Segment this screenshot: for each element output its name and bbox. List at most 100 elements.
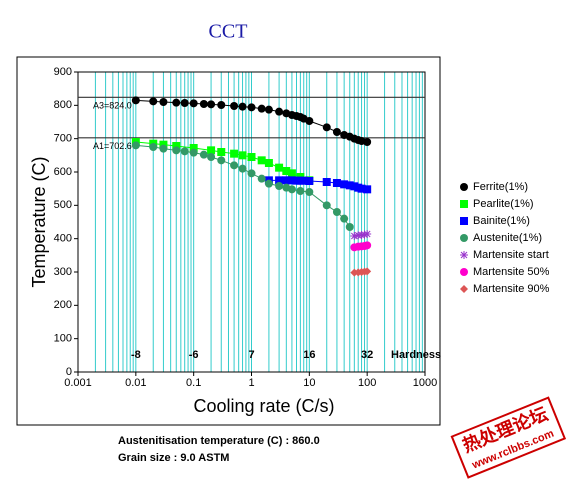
marker	[345, 223, 354, 231]
legend-marker	[460, 183, 468, 191]
x-tick-label: 10	[303, 377, 315, 389]
watermark-border	[450, 396, 567, 479]
marker	[207, 153, 216, 161]
marker	[149, 143, 158, 151]
chart-frame	[16, 56, 441, 426]
marker	[149, 97, 158, 106]
legend-marker	[460, 251, 468, 259]
marker	[180, 99, 189, 107]
marker	[282, 167, 291, 175]
marker	[363, 185, 372, 194]
hardness-label: 32	[361, 349, 373, 361]
legend-label: Martensite 50%	[473, 266, 550, 278]
marker	[199, 100, 208, 108]
marker	[299, 176, 308, 185]
legend-marker	[460, 217, 468, 225]
marker	[264, 159, 273, 167]
legend-label: Austenite(1%)	[473, 232, 542, 244]
legend-marker	[460, 200, 468, 208]
marker	[332, 208, 341, 216]
marker	[247, 103, 256, 112]
hardness-label: -6	[189, 349, 199, 361]
x-tick-label: 100	[358, 377, 376, 389]
marker	[159, 144, 168, 153]
marker	[189, 99, 198, 108]
marker	[340, 214, 349, 223]
marker	[305, 177, 314, 185]
marker	[172, 146, 181, 155]
marker	[207, 146, 216, 155]
marker	[282, 176, 291, 185]
y-tick-label: 600	[54, 166, 72, 178]
x-tick-label: 1000	[413, 377, 437, 389]
legend-label: Bainite(1%)	[473, 215, 530, 227]
marker	[264, 179, 273, 188]
plot-area	[77, 71, 426, 373]
marker	[363, 138, 372, 146]
marker	[257, 104, 266, 113]
legend-label: Martensite 90%	[473, 283, 550, 295]
marker	[238, 164, 247, 173]
hardness-label: 16	[303, 349, 315, 361]
y-tick-label: 300	[54, 266, 72, 278]
y-tick-label: 0	[66, 366, 72, 378]
marker	[230, 161, 239, 170]
marker	[322, 178, 331, 186]
reference-label: A1=702.6	[93, 141, 132, 151]
marker	[360, 230, 369, 239]
marker	[264, 105, 273, 114]
marker	[322, 123, 331, 132]
marker	[247, 169, 256, 178]
x-axis-label: Cooling rate (C/s)	[193, 396, 334, 416]
marker	[275, 176, 284, 185]
marker	[332, 179, 341, 187]
legend-marker	[460, 285, 468, 293]
y-tick-label: 900	[54, 66, 72, 78]
x-tick-label: 0.1	[186, 377, 201, 389]
y-tick-label: 800	[54, 99, 72, 111]
chart-title: CCT	[209, 21, 248, 43]
marker	[247, 153, 256, 161]
marker	[189, 148, 198, 157]
marker	[287, 185, 296, 194]
x-tick-label: 0.01	[125, 377, 146, 389]
marker	[340, 180, 349, 189]
y-tick-label: 500	[54, 199, 72, 211]
marker	[363, 241, 372, 250]
marker	[207, 100, 216, 109]
marker	[230, 102, 239, 110]
marker	[275, 182, 284, 190]
hardness-title: Hardness	[391, 349, 441, 361]
marker	[189, 144, 198, 152]
legend-marker	[460, 234, 468, 242]
marker	[275, 107, 284, 116]
marker	[350, 232, 359, 240]
marker	[172, 142, 181, 150]
x-tick-label: 1	[248, 377, 254, 389]
y-axis-label: Temperature (C)	[29, 156, 49, 287]
y-tick-label: 700	[54, 133, 72, 145]
marker	[217, 156, 226, 165]
marker	[296, 187, 305, 195]
marker	[238, 151, 247, 160]
y-tick-label: 100	[54, 333, 72, 345]
legend-label: Pearlite(1%)	[473, 198, 534, 210]
marker	[159, 98, 168, 106]
marker	[275, 163, 284, 172]
legend-label: Ferrite(1%)	[473, 181, 528, 193]
footer-text: Grain size : 9.0 ASTM	[118, 452, 229, 464]
marker	[217, 148, 226, 156]
marker	[287, 169, 296, 178]
marker	[199, 150, 208, 159]
marker	[322, 201, 331, 210]
hardness-label: -8	[131, 349, 141, 361]
y-tick-label: 200	[54, 299, 72, 311]
marker	[332, 128, 341, 136]
hardness-label: 7	[248, 349, 254, 361]
marker	[131, 96, 140, 105]
marker	[238, 102, 247, 111]
marker	[357, 184, 366, 193]
x-tick-label: 0.001	[64, 377, 92, 389]
legend-marker	[460, 268, 468, 276]
marker	[257, 156, 266, 165]
